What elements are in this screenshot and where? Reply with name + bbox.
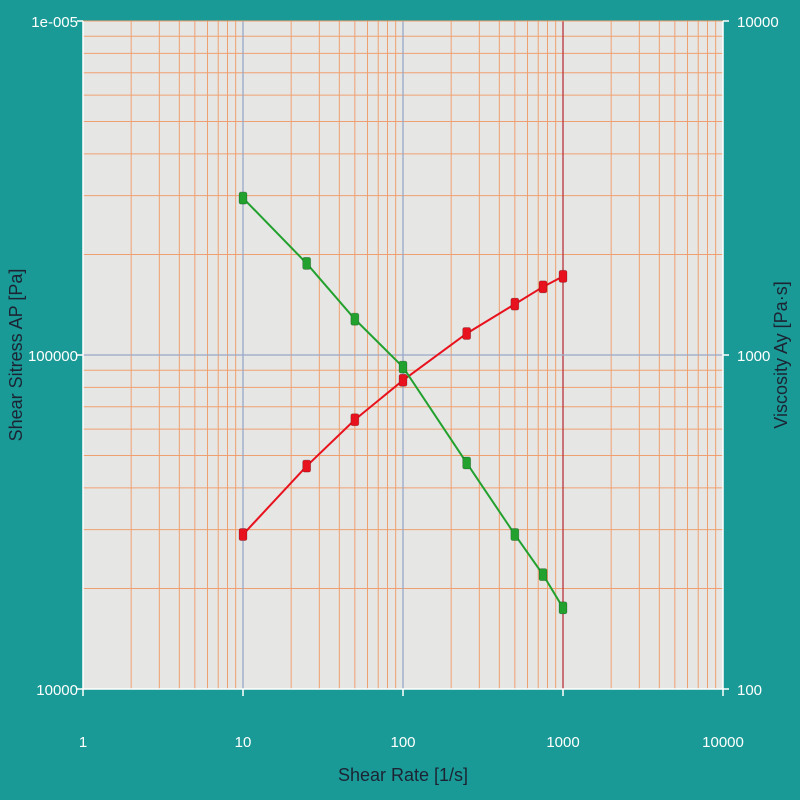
x-tick-label: 100 <box>390 734 415 751</box>
series-line <box>242 197 564 609</box>
tick-marks <box>77 20 729 696</box>
right-y-tick-label: 100 <box>737 682 762 699</box>
x-tick-label: 1 <box>79 734 87 751</box>
left-y-axis-title: Shear Sitress AP [Pa] <box>6 269 26 442</box>
x-tick-label: 10 <box>235 734 252 751</box>
right-y-tick-label: 10000 <box>737 14 779 31</box>
data-point-marker <box>558 269 568 283</box>
grid <box>83 20 723 689</box>
shear-stress-series <box>238 269 568 541</box>
data-point-marker <box>238 528 248 541</box>
series-line <box>242 275 564 536</box>
data-point-marker <box>462 456 472 470</box>
data-point-marker <box>510 528 520 541</box>
x-tick-label: 1000 <box>546 734 579 751</box>
data-point-marker <box>558 601 568 615</box>
data-point-marker <box>510 297 520 311</box>
data-point-marker <box>302 257 312 270</box>
data-point-marker <box>462 327 472 340</box>
data-point-marker <box>398 373 408 387</box>
data-point-marker <box>302 459 312 473</box>
x-axis-title: Shear Rate [1/s] <box>338 765 468 785</box>
data-point-marker <box>350 312 360 326</box>
data-point-marker <box>538 280 548 294</box>
data-point-marker <box>538 568 548 582</box>
tick-labels: 1 10 100 1000 10000 10000 100000 1e-005 100 1000 1… <box>28 14 779 751</box>
right-y-tick-label: 1000 <box>737 348 770 365</box>
x-tick-label: 10000 <box>702 734 744 751</box>
viscosity-series <box>238 191 568 615</box>
data-point-marker <box>238 191 248 205</box>
data-point-marker <box>398 360 408 374</box>
data-point-marker <box>350 413 360 427</box>
right-y-axis-title: Viscosity Ay [Pa·s] <box>771 281 791 428</box>
left-y-tick-label: 10000 <box>36 682 78 699</box>
left-y-tick-label: 1e-005 <box>31 14 78 31</box>
left-y-tick-label: 100000 <box>28 348 78 365</box>
